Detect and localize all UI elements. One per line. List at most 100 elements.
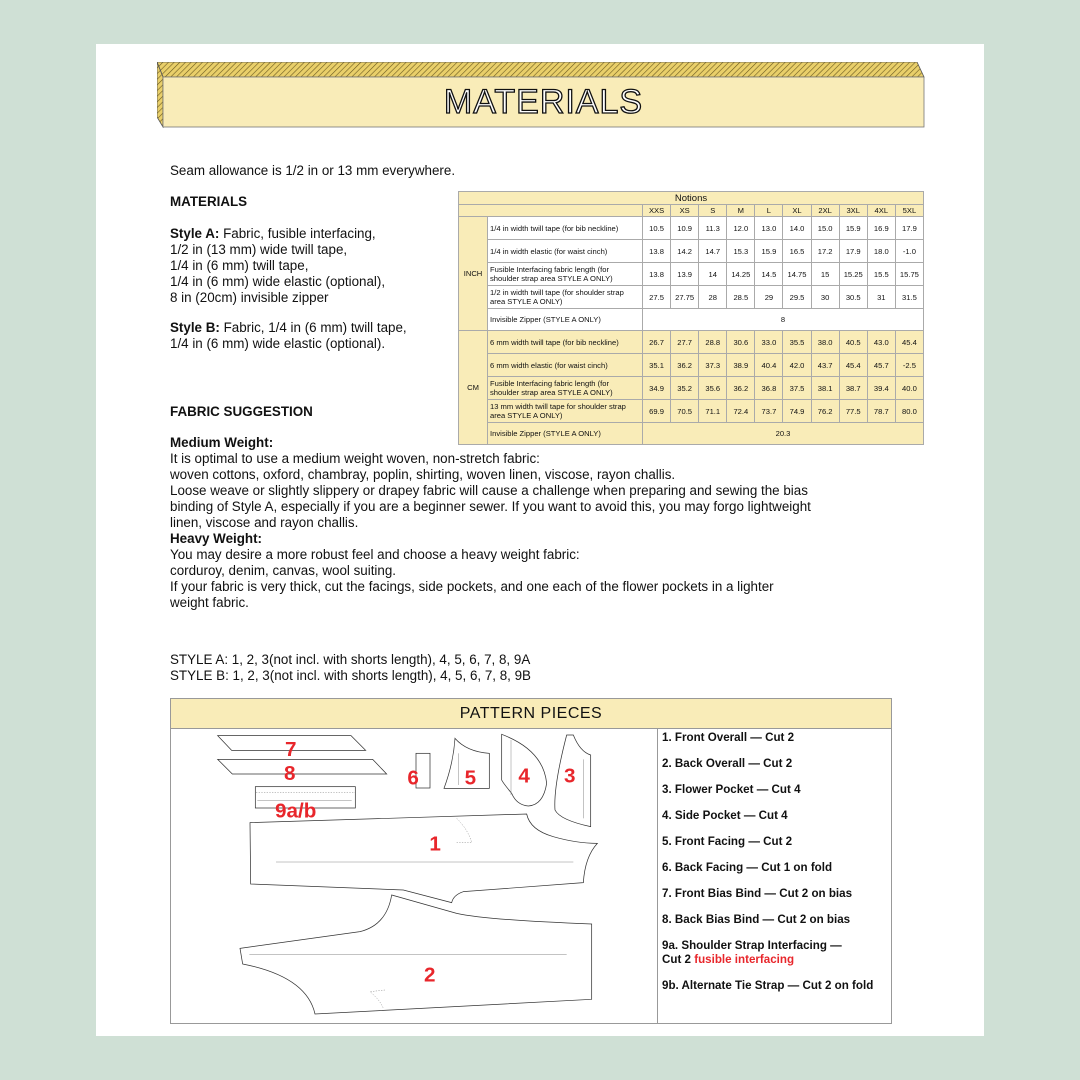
table-cell: 36.2 <box>726 376 756 400</box>
piece-7-front-bias-bind <box>216 735 367 751</box>
table-cell: 27.5 <box>641 285 672 309</box>
table-cell: 30 <box>810 285 840 309</box>
fabric-line: binding of Style A, especially if you ar… <box>170 499 811 514</box>
table-cell: 43.0 <box>866 330 896 354</box>
list-item: 5. Front Facing — Cut 2 <box>662 835 793 848</box>
style-b-pieces: STYLE B: 1, 2, 3(not incl. with shorts l… <box>170 668 531 683</box>
fabric-text: Medium Weight: It is optimal to use a me… <box>170 435 811 611</box>
table-cell: 40.0 <box>894 376 925 400</box>
piece-3-flower-pocket <box>554 734 592 828</box>
table-cell: 80.0 <box>894 399 925 423</box>
table-cell: 30.5 <box>838 285 868 309</box>
piece-label-9: 9a/b <box>275 799 316 822</box>
table-row: Fusible Interfacing fabric length (for s… <box>458 376 925 400</box>
table-cell: 28 <box>698 285 728 309</box>
table-cell: 40.4 <box>754 353 784 377</box>
table-cell: 70.5 <box>670 399 700 423</box>
table-cell: 15.5 <box>866 262 896 286</box>
list-item: 4. Side Pocket — Cut 4 <box>662 809 788 822</box>
table-row: 6 mm width elastic (for waist cinch) 35.1… <box>458 353 925 377</box>
piece-label-2: 2 <box>424 964 436 987</box>
pattern-pieces-title: PATTERN PIECES <box>171 699 891 729</box>
piece-label-1: 1 <box>429 833 441 856</box>
row-label: 1/4 in width twill tape (for bib necklin… <box>487 216 643 240</box>
table-cell: 42.0 <box>782 353 812 377</box>
table-cell: 26.7 <box>641 330 672 354</box>
list-item-9a-line2: Cut 2 fusible interfacing <box>662 953 794 967</box>
fabric-line: corduroy, denim, canvas, wool suiting. <box>170 563 397 578</box>
style-a-label: Style A: <box>170 226 220 241</box>
row-label: 6 mm width elastic (for waist cinch) <box>487 353 643 377</box>
table-cell: 35.1 <box>641 353 672 377</box>
table-cell: 35.2 <box>670 376 700 400</box>
row-label: 6 mm width twill tape (for bib neckline) <box>487 330 643 354</box>
table-row: Invisible Zipper (STYLE A ONLY) 20.3 <box>458 422 924 445</box>
cut-text: Cut 2 <box>662 953 695 966</box>
table-cell: 35.6 <box>698 376 728 400</box>
piece-label-7: 7 <box>285 738 297 761</box>
unit-cell: CM <box>458 330 488 445</box>
table-cell: 38.7 <box>838 376 868 400</box>
table-cell: 38.1 <box>810 376 840 400</box>
table-cell: 15.25 <box>838 262 868 286</box>
piece-label-3: 3 <box>564 765 576 788</box>
table-cell: 13.8 <box>641 262 672 286</box>
table-row: 13 mm width twill tape for shoulder stra… <box>458 399 925 423</box>
table-cell: 37.5 <box>782 376 812 400</box>
table-cell: 78.7 <box>866 399 896 423</box>
table-cell: 76.2 <box>810 399 840 423</box>
fabric-line: linen, viscose and rayon challis. <box>170 515 359 530</box>
style-b-line: Fabric, 1/4 in (6 mm) twill tape, <box>219 320 407 335</box>
style-a-pieces: STYLE A: 1, 2, 3(not incl. with shorts l… <box>170 652 531 667</box>
size-header: L <box>754 204 784 217</box>
list-item: 6. Back Facing — Cut 1 on fold <box>662 861 833 874</box>
pattern-layout-diagram: 7 8 9a/b 6 5 4 3 1 2 <box>216 733 599 1015</box>
table-cell: 12.0 <box>726 216 756 240</box>
list-item: 9b. Alternate Tie Strap — Cut 2 on fold <box>662 979 874 992</box>
piece-9-strap <box>254 786 356 809</box>
style-b-line: 1/4 in (6 mm) wide elastic (optional). <box>170 336 386 351</box>
blank-header <box>458 204 643 217</box>
table-cell: 14.25 <box>726 262 756 286</box>
table-cell: 14 <box>698 262 728 286</box>
row-label: 1/2 in width twill tape (for shoulder st… <box>487 285 643 309</box>
style-a-line: 1/4 in (6 mm) wide elastic (optional), <box>170 274 386 289</box>
pattern-pieces-panel: PATTERN PIECES <box>170 698 892 1024</box>
table-cell: 39.4 <box>866 376 896 400</box>
table-cell: 14.2 <box>670 239 700 263</box>
table-cell: 38.0 <box>810 330 840 354</box>
fabric-line: If your fabric is very thick, cut the fa… <box>170 579 774 594</box>
table-cell: 77.5 <box>838 399 868 423</box>
table-cell: 11.3 <box>698 216 728 240</box>
table-cell: 73.7 <box>754 399 784 423</box>
list-item: 1. Front Overall — Cut 2 <box>662 731 795 744</box>
table-cell: 10.5 <box>641 216 672 240</box>
table-cell: 28.5 <box>726 285 756 309</box>
table-cell: 71.1 <box>698 399 728 423</box>
style-a-materials: Style A: Fabric, fusible interfacing, 1/… <box>170 226 385 306</box>
table-cell: 15.0 <box>810 216 840 240</box>
table-cell: 13.8 <box>641 239 672 263</box>
table-cell: 15.9 <box>838 216 868 240</box>
fabric-line: weight fabric. <box>170 595 249 610</box>
list-item: 9a. Shoulder Strap Interfacing — <box>662 939 842 952</box>
table-cell: 72.4 <box>726 399 756 423</box>
seam-allowance-text: Seam allowance is 1/2 in or 13 mm everyw… <box>170 163 456 178</box>
list-item: 7. Front Bias Bind — Cut 2 on bias <box>662 887 853 900</box>
medium-weight-heading: Medium Weight: <box>170 435 274 450</box>
style-b-label: Style B: <box>170 320 220 335</box>
notions-table: Notions XXS XS S M L XL 2XL 3XL 4XL 5XL INCH 1/4 in … <box>458 191 925 445</box>
piece-label-4: 4 <box>518 765 530 788</box>
table-cell: 36.2 <box>670 353 700 377</box>
table-cell: 34.9 <box>641 376 672 400</box>
materials-heading: MATERIALS <box>170 194 248 209</box>
size-header-row: XXS XS S M L XL 2XL 3XL 4XL 5XL <box>458 204 925 217</box>
table-cell: 36.8 <box>754 376 784 400</box>
table-cell: 14.75 <box>782 262 812 286</box>
table-cell: 15.9 <box>754 239 784 263</box>
table-cell: 17.2 <box>810 239 840 263</box>
table-cell: 27.75 <box>670 285 700 309</box>
size-header: 5XL <box>894 204 925 217</box>
span-value: 20.3 <box>642 422 924 445</box>
piece-label-6: 6 <box>407 766 419 789</box>
